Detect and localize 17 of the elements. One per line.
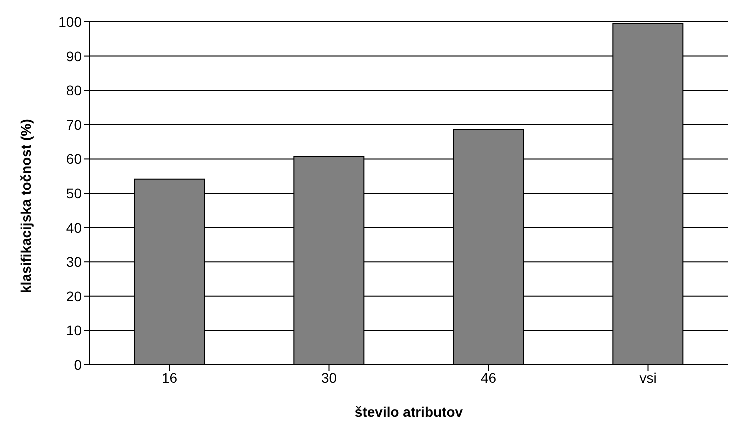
y-tick-label: 80 [66, 82, 82, 99]
y-tick-label: 10 [66, 322, 82, 339]
y-tick-label: 90 [66, 48, 82, 64]
y-tick-label: 50 [66, 185, 82, 202]
y-tick-label: 40 [66, 220, 82, 236]
y-tick-label: 100 [58, 14, 82, 30]
x-tick-label: 16 [162, 370, 178, 386]
y-axis-title: klasifikacijska točnost (%) [18, 119, 34, 294]
x-tick-label: vsi [640, 370, 657, 386]
x-axis-title: število atributov [354, 404, 464, 420]
y-tick-label: 70 [66, 116, 82, 133]
x-tick-label: 30 [321, 370, 338, 386]
y-tick-label: 0 [74, 356, 82, 373]
y-tick-label: 60 [66, 151, 82, 168]
y-tick-label: 20 [66, 288, 82, 304]
y-tick-label: 30 [66, 254, 82, 270]
x-tick-label: 46 [480, 370, 497, 386]
